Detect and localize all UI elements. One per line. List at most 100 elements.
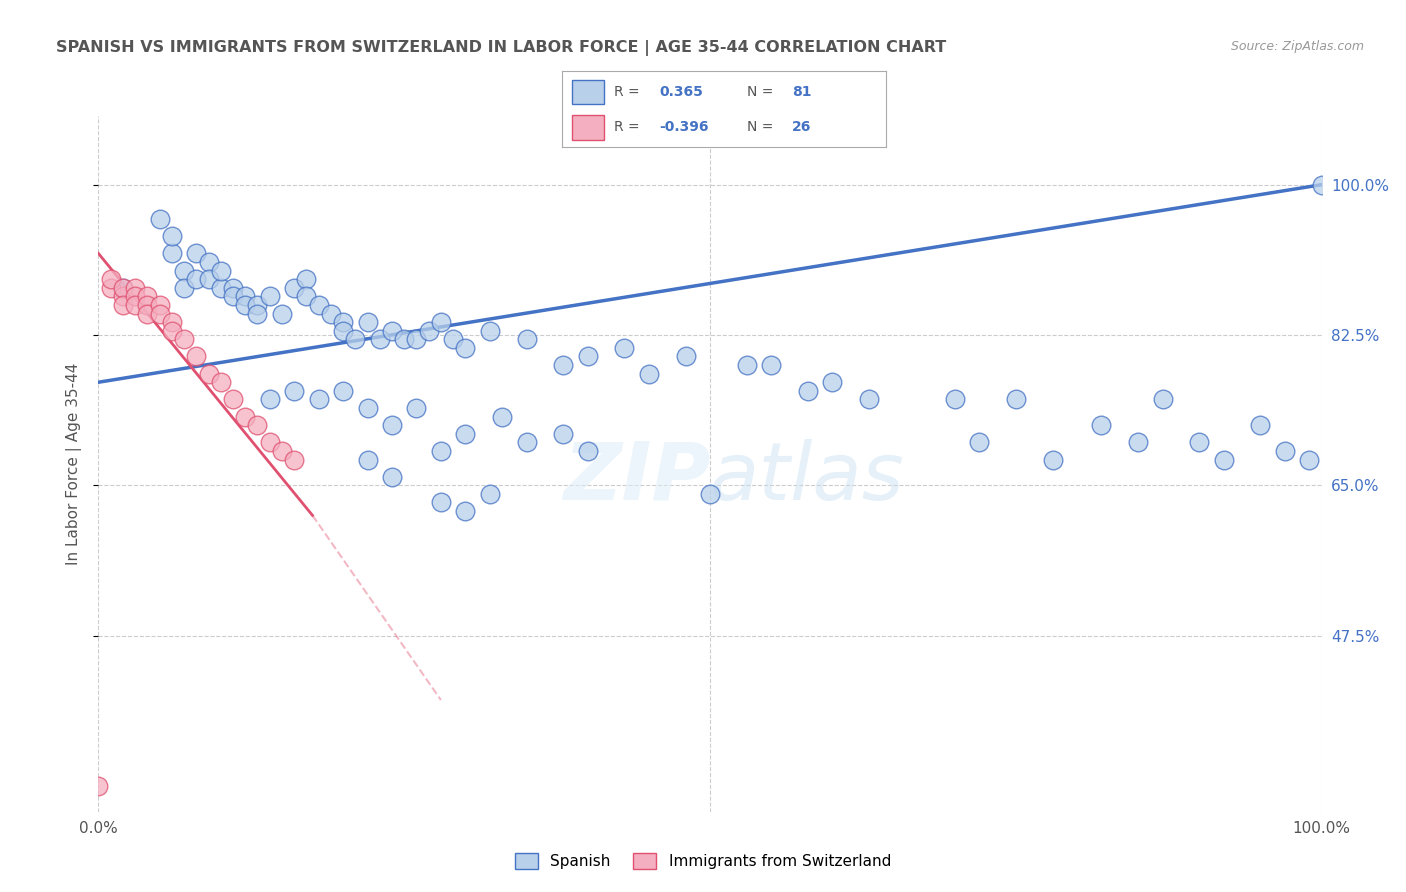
Point <box>1128 435 1150 450</box>
Point <box>259 289 281 303</box>
Point <box>136 306 159 320</box>
Point <box>270 444 294 458</box>
Point <box>576 350 599 364</box>
Point <box>478 324 501 338</box>
Point <box>1310 178 1333 192</box>
Point <box>1188 435 1211 450</box>
Point <box>100 272 122 286</box>
Text: SPANISH VS IMMIGRANTS FROM SWITZERLAND IN LABOR FORCE | AGE 35-44 CORRELATION CH: SPANISH VS IMMIGRANTS FROM SWITZERLAND I… <box>56 40 946 56</box>
Text: Source: ZipAtlas.com: Source: ZipAtlas.com <box>1230 40 1364 54</box>
Y-axis label: In Labor Force | Age 35-44: In Labor Force | Age 35-44 <box>66 363 83 565</box>
Point <box>233 289 256 303</box>
Point <box>405 401 427 415</box>
Point <box>111 281 134 295</box>
Point <box>136 289 159 303</box>
Point <box>173 332 195 346</box>
Point <box>246 418 269 433</box>
Text: 26: 26 <box>792 120 811 134</box>
Point <box>233 298 256 312</box>
Point <box>259 435 281 450</box>
Point <box>160 324 183 338</box>
Point <box>87 779 110 793</box>
Point <box>124 281 146 295</box>
Point <box>246 306 269 320</box>
Point <box>344 332 367 346</box>
Point <box>319 306 342 320</box>
Text: N =: N = <box>747 120 773 134</box>
Point <box>222 281 245 295</box>
Bar <box>572 79 605 104</box>
Point <box>761 358 783 372</box>
Point <box>197 272 219 286</box>
Point <box>222 392 245 407</box>
Point <box>967 435 990 450</box>
Point <box>943 392 966 407</box>
Point <box>454 341 477 355</box>
Point <box>430 444 453 458</box>
Point <box>1042 452 1064 467</box>
Point <box>576 444 599 458</box>
Point <box>368 332 391 346</box>
Point <box>821 376 844 390</box>
Point <box>308 298 330 312</box>
Point <box>222 289 245 303</box>
Point <box>478 487 501 501</box>
Point <box>160 246 183 260</box>
Point <box>405 332 427 346</box>
Point <box>797 384 820 398</box>
Point <box>1249 418 1271 433</box>
Point <box>430 495 453 509</box>
Point <box>186 272 208 286</box>
Point <box>295 272 318 286</box>
Point <box>111 298 134 312</box>
Point <box>1090 418 1112 433</box>
Point <box>283 384 305 398</box>
Point <box>124 298 146 312</box>
Point <box>160 229 183 244</box>
Point <box>149 298 172 312</box>
Point <box>356 315 378 329</box>
Point <box>308 392 330 407</box>
Point <box>111 289 134 303</box>
Point <box>1212 452 1234 467</box>
Point <box>454 504 477 518</box>
Point <box>858 392 880 407</box>
Point <box>173 263 195 277</box>
Point <box>515 332 537 346</box>
Point <box>283 281 305 295</box>
Point <box>246 298 269 312</box>
Point <box>613 341 636 355</box>
Text: N =: N = <box>747 85 773 99</box>
Point <box>332 324 354 338</box>
Point <box>381 418 404 433</box>
Point <box>638 367 661 381</box>
Point <box>111 281 134 295</box>
Point <box>209 281 232 295</box>
Point <box>197 255 219 269</box>
Point <box>381 469 404 483</box>
Point <box>270 306 294 320</box>
Point <box>186 350 208 364</box>
Point <box>356 401 378 415</box>
Point <box>735 358 758 372</box>
Point <box>454 426 477 441</box>
Point <box>149 212 172 227</box>
Legend: Spanish, Immigrants from Switzerland: Spanish, Immigrants from Switzerland <box>509 847 897 875</box>
Text: 81: 81 <box>792 85 811 99</box>
Point <box>392 332 416 346</box>
Point <box>332 384 354 398</box>
Point <box>1152 392 1174 407</box>
Point <box>160 315 183 329</box>
Point <box>1274 444 1296 458</box>
Point <box>515 435 537 450</box>
Point <box>124 289 146 303</box>
Point <box>173 281 195 295</box>
Point <box>356 452 378 467</box>
Point <box>283 452 305 467</box>
Point <box>259 392 281 407</box>
Point <box>418 324 440 338</box>
Point <box>1298 452 1320 467</box>
Point <box>491 409 513 424</box>
Point <box>209 376 232 390</box>
Text: -0.396: -0.396 <box>659 120 709 134</box>
